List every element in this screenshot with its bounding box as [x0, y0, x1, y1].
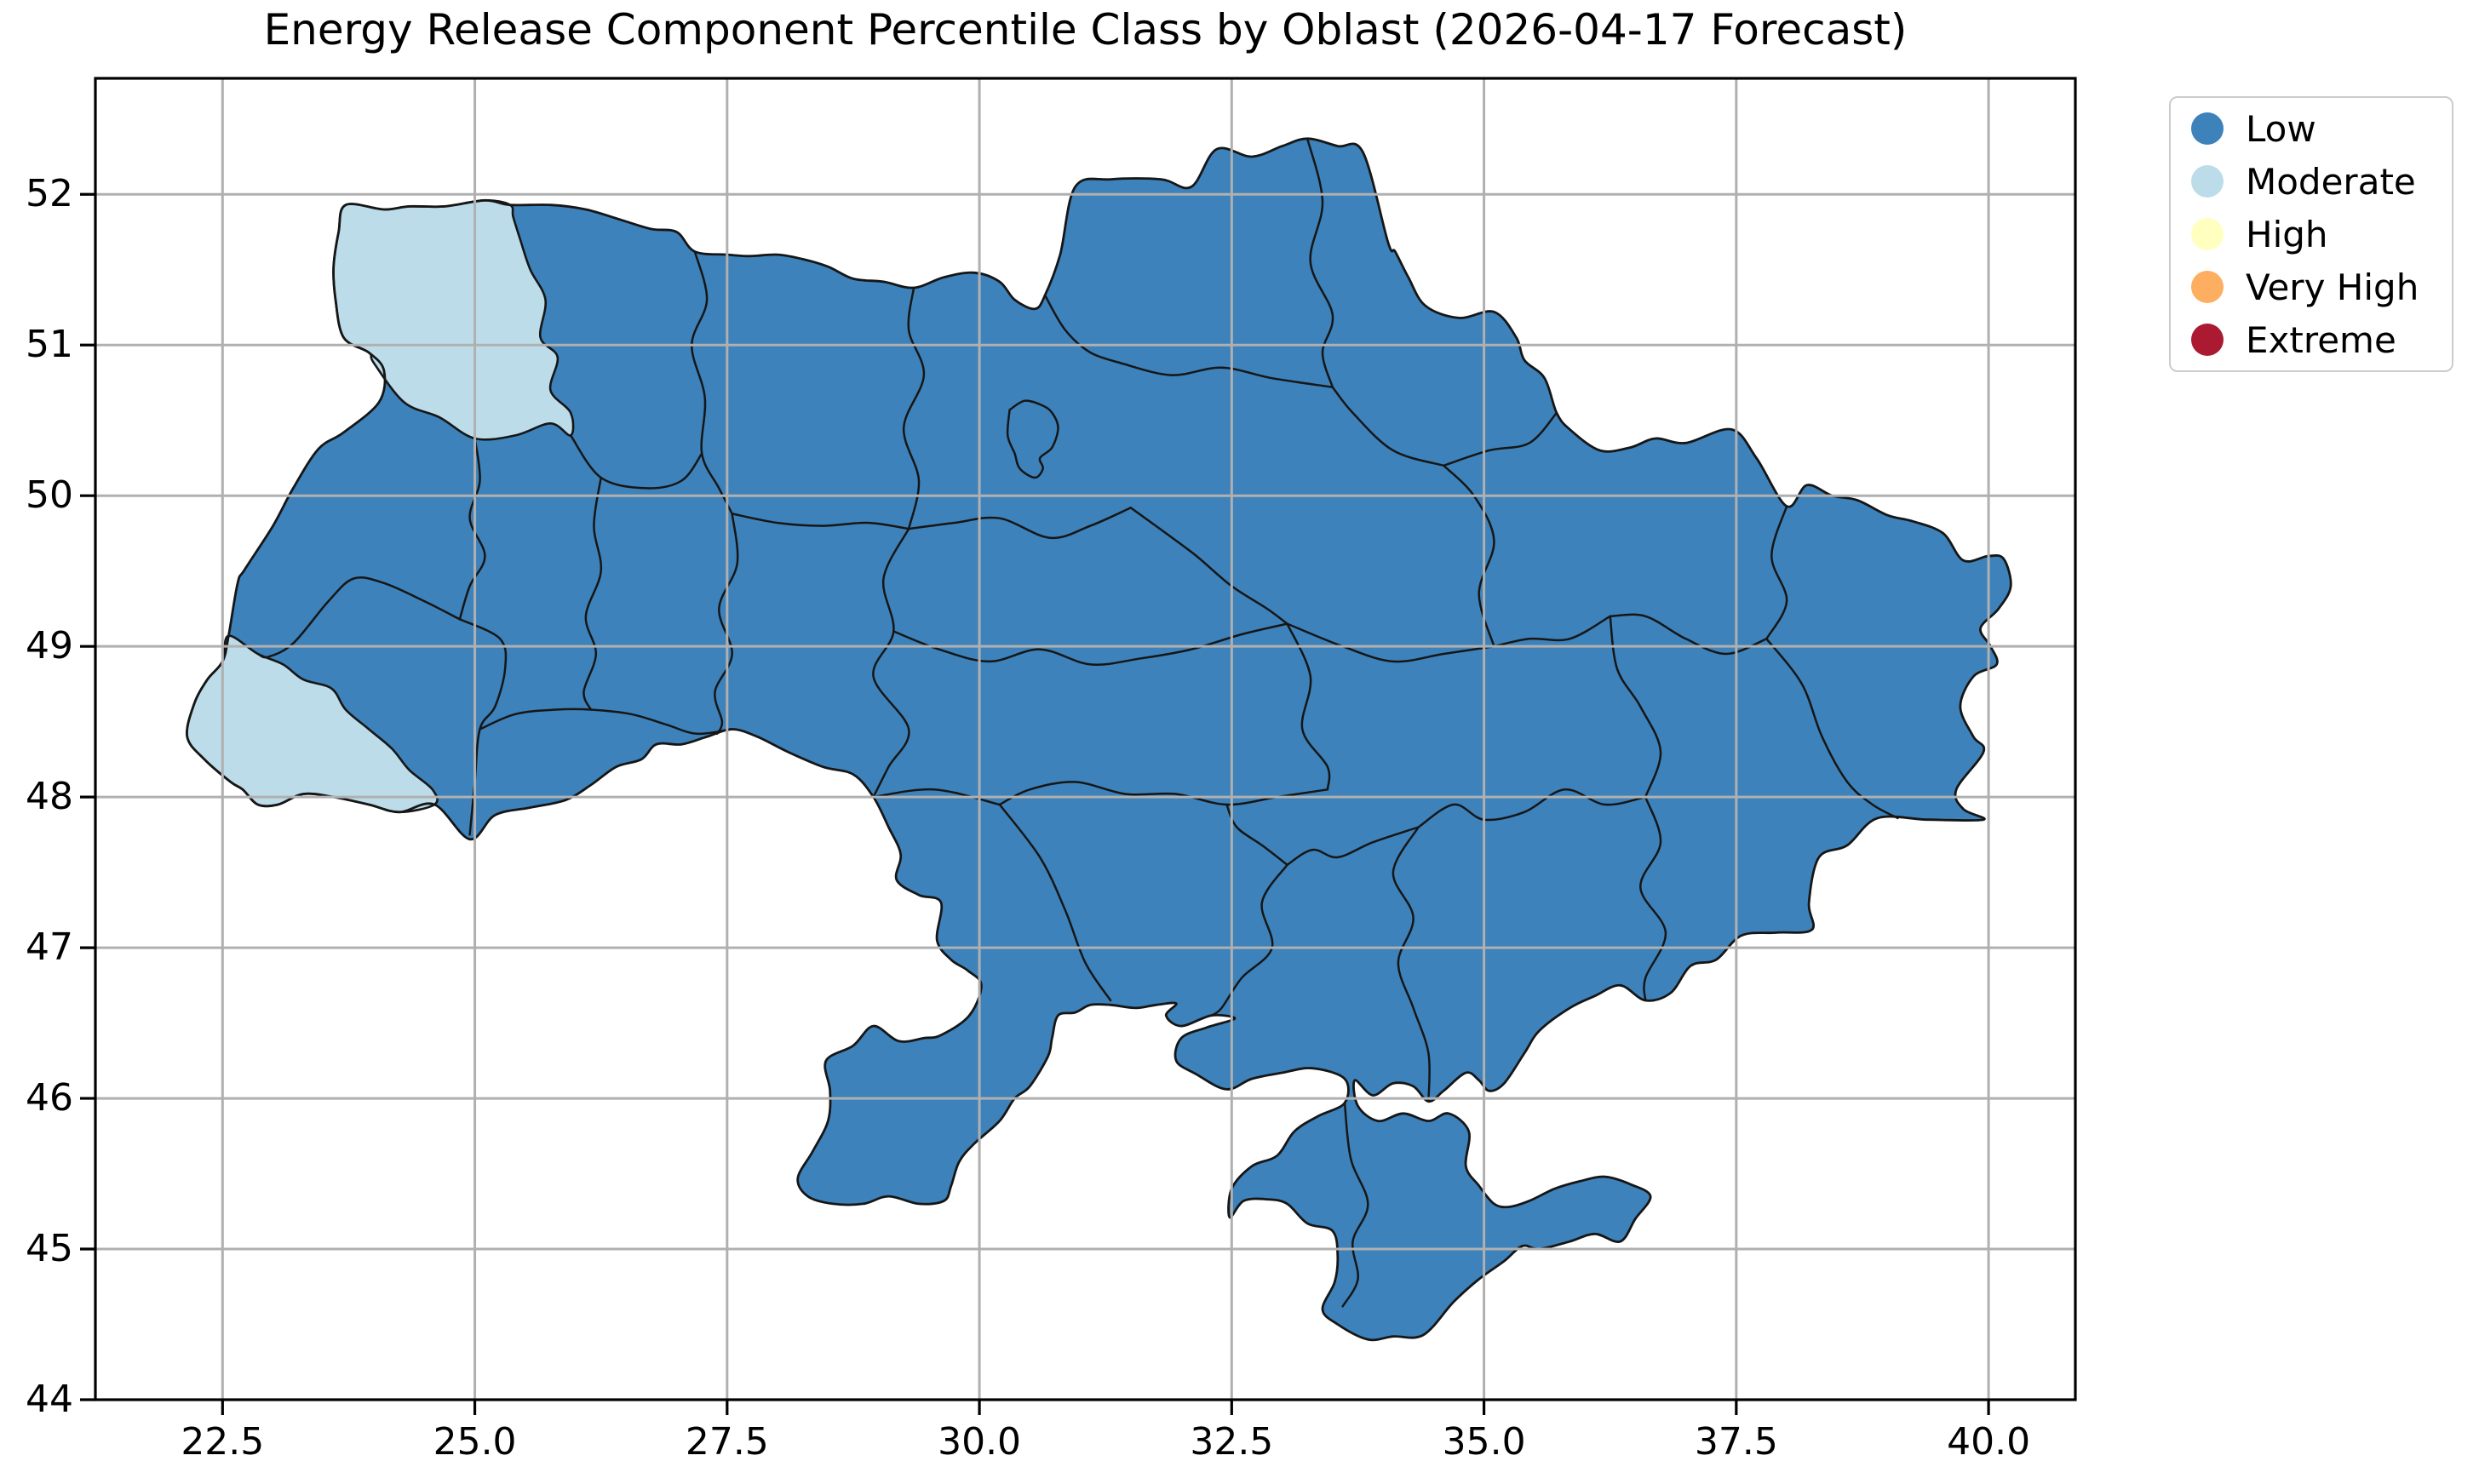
plot-area — [80, 77, 2077, 1415]
x-tick-label-32.5: 32.5 — [1190, 1420, 1274, 1464]
y-tick-label-44: 44 — [26, 1378, 73, 1421]
legend-item-moderate: Moderate — [2171, 155, 2452, 208]
x-tick-label-30.0: 30.0 — [938, 1420, 1022, 1464]
oblast-border-13 — [1129, 507, 1288, 625]
oblast-border-22 — [1392, 826, 1431, 1103]
oblast-border-29 — [1442, 411, 1558, 467]
oblast-border-14 — [1286, 622, 1331, 791]
page-title: Energy Release Component Percentile Clas… — [263, 5, 1908, 54]
x-tick-label-22.5: 22.5 — [181, 1420, 265, 1464]
oblast-border-9 — [902, 286, 926, 530]
y-tick-label-47: 47 — [26, 925, 73, 970]
oblast-border-36 — [1006, 399, 1059, 479]
legend-marker-circle-icon — [2191, 271, 2224, 303]
y-tick-label-46: 46 — [26, 1076, 73, 1120]
oblast-border-28 — [1331, 386, 1445, 467]
oblast-border-35 — [1765, 638, 1899, 820]
country-fill-low — [186, 138, 2011, 1340]
oblast-border-5 — [582, 476, 603, 711]
oblast-border-3 — [256, 576, 462, 659]
oblast-border-16 — [872, 788, 1001, 806]
y-tick-label-49: 49 — [26, 624, 73, 668]
oblast-border-19 — [1210, 863, 1288, 1017]
legend: Low Moderate High Very High Extreme — [2169, 96, 2453, 372]
oblast-border-17 — [998, 803, 1112, 1002]
legend-item-very-high: Very High — [2171, 261, 2452, 313]
y-tick-label-48: 48 — [26, 775, 73, 819]
x-tick-label-27.5: 27.5 — [685, 1420, 769, 1464]
axes-spines — [94, 77, 2077, 1401]
oblast-border-2 — [458, 437, 486, 621]
legend-item-high: High — [2171, 208, 2452, 261]
oblast-border-18 — [1225, 803, 1288, 867]
oblast-border-11 — [872, 527, 910, 799]
oblast-border-6 — [479, 708, 733, 736]
oblast-border-27 — [1442, 464, 1495, 648]
y-tick-label-45: 45 — [26, 1227, 73, 1271]
oblast-border-12 — [892, 622, 1288, 666]
legend-item-extreme: Extreme — [2171, 313, 2452, 366]
oblast-border-0 — [569, 434, 703, 490]
y-tick-label-50: 50 — [26, 473, 73, 518]
y-tick-label-52: 52 — [26, 172, 73, 216]
legend-label: High — [2246, 213, 2328, 255]
oblast-border-33 — [1765, 505, 1788, 640]
oblast-border-7 — [714, 513, 739, 736]
oblast-border-8 — [731, 513, 910, 530]
oblast-border-23 — [1639, 795, 1667, 1002]
legend-marker-circle-icon — [2191, 324, 2224, 356]
oblast-border-1 — [691, 250, 733, 515]
legend-marker-circle-icon — [2191, 218, 2224, 250]
oblast-border-25 — [1493, 615, 1611, 648]
legend-label: Moderate — [2246, 160, 2416, 203]
legend-label: Extreme — [2246, 318, 2396, 361]
oblast-border-37 — [1341, 1102, 1369, 1308]
oblast-border-10 — [907, 507, 1133, 540]
y-tick-label-51: 51 — [26, 323, 73, 367]
x-tick-label-37.5: 37.5 — [1694, 1420, 1778, 1464]
legend-item-low: Low — [2171, 102, 2452, 155]
oblast-border-31 — [1043, 294, 1122, 364]
oblast-border-24 — [1609, 615, 1662, 799]
x-tick-label-40.0: 40.0 — [1947, 1420, 2031, 1464]
oblast-border-34 — [1609, 613, 1768, 656]
oblast-border-26 — [1286, 622, 1495, 663]
legend-marker-circle-icon — [2191, 112, 2224, 145]
legend-label: Very High — [2246, 266, 2419, 308]
legend-marker-circle-icon — [2191, 165, 2224, 198]
x-tick-label-35.0: 35.0 — [1442, 1420, 1526, 1464]
x-tick-label-25.0: 25.0 — [433, 1420, 517, 1464]
oblast-border-32 — [1119, 362, 1334, 389]
oblast-border-20 — [1286, 826, 1420, 867]
legend-label: Low — [2246, 107, 2316, 150]
oblast-border-21 — [1417, 788, 1647, 828]
